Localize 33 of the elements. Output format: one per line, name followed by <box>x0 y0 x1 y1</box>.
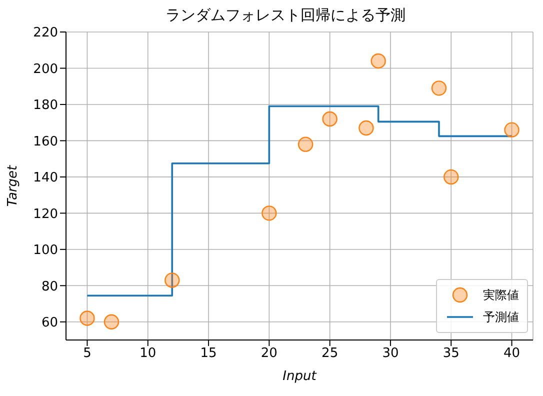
x-tick-label: 20 <box>260 346 278 362</box>
x-tick-label: 5 <box>83 346 92 362</box>
legend-label: 実際値 <box>483 286 519 304</box>
x-tick-label: 10 <box>140 346 156 362</box>
y-tick-label: 60 <box>41 315 58 330</box>
point <box>104 314 120 330</box>
point <box>358 120 374 136</box>
y-tick-label: 200 <box>33 62 58 77</box>
x-tick-label: 15 <box>200 346 217 362</box>
y-tick-label: 220 <box>33 26 58 41</box>
point <box>164 272 180 288</box>
x-axis-title: Input <box>282 369 318 384</box>
point <box>444 169 459 185</box>
y-tick-label: 80 <box>41 279 58 294</box>
point <box>370 53 386 69</box>
x-tick-label: 40 <box>504 346 520 362</box>
chart-title: ランダムフォレスト回帰による予測 <box>164 6 406 25</box>
y-axis-title: Target <box>6 164 21 207</box>
y-tick-label: 120 <box>33 206 58 222</box>
point <box>298 136 314 152</box>
y-tick-label: 160 <box>33 134 58 150</box>
x-tick-label: 30 <box>382 346 399 362</box>
point <box>80 310 95 326</box>
x-tick-label: 25 <box>322 346 338 362</box>
point <box>431 80 447 96</box>
point <box>322 111 338 127</box>
y-tick-label: 140 <box>33 170 58 186</box>
x-tick-label: 35 <box>442 346 460 362</box>
point <box>262 206 277 221</box>
y-tick-label: 100 <box>33 243 58 258</box>
point <box>504 122 520 138</box>
y-tick-label: 180 <box>33 98 58 114</box>
legend-label: 予測値 <box>483 308 519 326</box>
